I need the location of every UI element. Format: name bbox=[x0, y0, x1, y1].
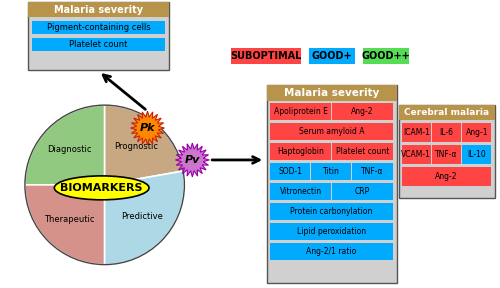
FancyBboxPatch shape bbox=[462, 145, 492, 164]
FancyBboxPatch shape bbox=[402, 145, 431, 164]
FancyBboxPatch shape bbox=[402, 167, 492, 186]
Text: Haptoglobin: Haptoglobin bbox=[277, 147, 324, 156]
FancyBboxPatch shape bbox=[267, 85, 396, 101]
FancyBboxPatch shape bbox=[270, 243, 392, 259]
FancyBboxPatch shape bbox=[32, 21, 166, 34]
Text: GOOD+: GOOD+ bbox=[312, 51, 352, 61]
Text: GOOD++: GOOD++ bbox=[362, 51, 410, 61]
Text: Ang-2/1 ratio: Ang-2/1 ratio bbox=[306, 247, 356, 256]
FancyBboxPatch shape bbox=[231, 48, 301, 64]
FancyBboxPatch shape bbox=[32, 38, 166, 51]
FancyBboxPatch shape bbox=[332, 103, 392, 120]
FancyBboxPatch shape bbox=[28, 3, 170, 17]
FancyBboxPatch shape bbox=[398, 105, 496, 198]
FancyBboxPatch shape bbox=[270, 103, 331, 120]
Text: Predictive: Predictive bbox=[122, 212, 164, 221]
Polygon shape bbox=[130, 111, 164, 145]
Text: IL-10: IL-10 bbox=[468, 150, 486, 159]
Wedge shape bbox=[25, 185, 104, 265]
FancyBboxPatch shape bbox=[432, 123, 461, 142]
Text: VCAM-1: VCAM-1 bbox=[402, 150, 431, 159]
FancyBboxPatch shape bbox=[270, 143, 331, 160]
Text: Cerebral malaria: Cerebral malaria bbox=[404, 108, 490, 117]
Text: Malaria severity: Malaria severity bbox=[54, 5, 143, 15]
FancyBboxPatch shape bbox=[462, 123, 492, 142]
Text: Vitronectin: Vitronectin bbox=[280, 187, 322, 196]
FancyBboxPatch shape bbox=[270, 203, 392, 220]
FancyBboxPatch shape bbox=[309, 48, 355, 64]
FancyBboxPatch shape bbox=[270, 163, 310, 180]
FancyBboxPatch shape bbox=[332, 183, 392, 200]
FancyBboxPatch shape bbox=[352, 163, 393, 180]
Text: Apoliprotein E: Apoliprotein E bbox=[274, 107, 328, 116]
Wedge shape bbox=[25, 105, 104, 185]
Text: CRP: CRP bbox=[354, 187, 370, 196]
Text: Titin: Titin bbox=[323, 167, 340, 176]
Wedge shape bbox=[104, 105, 183, 185]
Text: Prognostic: Prognostic bbox=[114, 143, 158, 151]
Text: Pigment-containing cells: Pigment-containing cells bbox=[47, 23, 150, 32]
Text: Protein carbonylation: Protein carbonylation bbox=[290, 207, 372, 216]
FancyBboxPatch shape bbox=[312, 163, 352, 180]
Text: SUBOPTIMAL: SUBOPTIMAL bbox=[230, 51, 302, 61]
Text: Ang-1: Ang-1 bbox=[466, 128, 488, 137]
Text: Diagnostic: Diagnostic bbox=[48, 145, 92, 154]
FancyBboxPatch shape bbox=[270, 223, 392, 240]
Text: ICAM-1: ICAM-1 bbox=[403, 128, 429, 137]
Text: TNF-α: TNF-α bbox=[362, 167, 384, 176]
Polygon shape bbox=[176, 143, 210, 177]
Text: Ang-2: Ang-2 bbox=[436, 172, 458, 181]
Text: Therapeutic: Therapeutic bbox=[44, 215, 95, 224]
Text: Ang-2: Ang-2 bbox=[351, 107, 374, 116]
Text: Pk: Pk bbox=[140, 123, 156, 133]
FancyBboxPatch shape bbox=[363, 48, 408, 64]
FancyBboxPatch shape bbox=[270, 183, 331, 200]
FancyBboxPatch shape bbox=[432, 145, 461, 164]
Text: Serum amyloid A: Serum amyloid A bbox=[298, 127, 364, 136]
FancyBboxPatch shape bbox=[28, 3, 170, 70]
Ellipse shape bbox=[54, 176, 149, 200]
Text: TNF-α: TNF-α bbox=[436, 150, 458, 159]
FancyBboxPatch shape bbox=[402, 123, 431, 142]
FancyBboxPatch shape bbox=[332, 143, 392, 160]
FancyBboxPatch shape bbox=[398, 105, 496, 120]
Text: BIOMARKERS: BIOMARKERS bbox=[60, 183, 143, 193]
Text: IL-6: IL-6 bbox=[440, 128, 454, 137]
Text: Platelet count: Platelet count bbox=[336, 147, 389, 156]
Text: Platelet count: Platelet count bbox=[70, 40, 128, 49]
Text: Malaria severity: Malaria severity bbox=[284, 88, 380, 98]
Text: Pv: Pv bbox=[184, 155, 200, 165]
FancyBboxPatch shape bbox=[267, 85, 396, 283]
Wedge shape bbox=[104, 171, 184, 265]
Text: SOD-1: SOD-1 bbox=[278, 167, 302, 176]
Text: Lipid peroxidation: Lipid peroxidation bbox=[297, 227, 366, 236]
FancyBboxPatch shape bbox=[270, 123, 392, 140]
